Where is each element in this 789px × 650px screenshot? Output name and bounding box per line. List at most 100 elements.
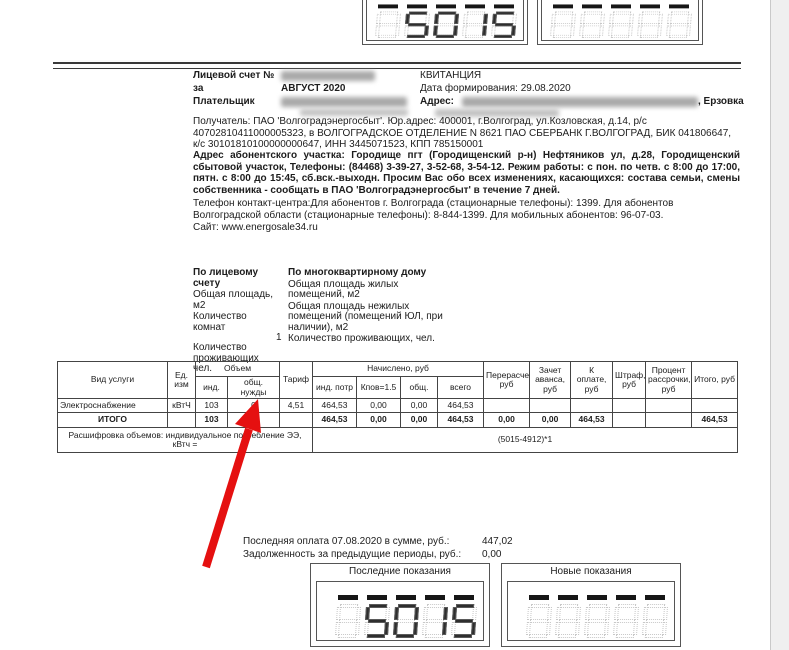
cell-installment	[645, 412, 693, 428]
col-accrued-group: Начислено, руб	[311, 361, 485, 377]
meter-dash	[436, 4, 456, 9]
period-value: АВГУСТ 2020	[281, 83, 346, 94]
cell-accrued-ind: 464,53	[312, 412, 357, 428]
col-accrued-ind: инд. потр	[312, 376, 357, 399]
payer-name-redacted	[281, 97, 407, 107]
cell-accrued-ind: 464,53	[312, 398, 357, 413]
meter-outer-frame	[537, 0, 703, 45]
last-readings-meter: Последние показания	[310, 563, 490, 647]
col-advance: Зачет аванса, руб	[529, 361, 572, 399]
cell-service: ИТОГО	[57, 412, 168, 428]
cell-recalc: 0,00	[483, 412, 531, 428]
cell-accrued-common: 0,00	[400, 412, 438, 428]
meter-digit-slot	[433, 4, 459, 38]
meter-dash	[587, 595, 607, 600]
cell-installment	[645, 398, 693, 413]
col-accrued-total: всего	[436, 376, 485, 399]
cell-fine	[612, 412, 647, 428]
cell-volume-ind: 103	[195, 398, 228, 413]
cell-accrued-k: 0,00	[356, 412, 401, 428]
meter-digit-slot	[584, 595, 610, 638]
cell-accrued-total: 464,53	[436, 412, 485, 428]
living-area-label: Общая площадь жилых помещений, м2	[288, 278, 399, 300]
col-volume-ind: инд.	[195, 376, 228, 399]
last-payment-label: Последняя оплата 07.08.2020 в сумме, руб…	[243, 536, 450, 547]
rooms-label: Количество комнат	[193, 311, 247, 333]
previous-last-readings-meter	[362, 0, 528, 46]
volumes-note-label: Расшифровка объемов: индивидуальное потр…	[57, 427, 313, 453]
address-label: Адрес:	[420, 96, 454, 107]
personal-account-column: По лицевому счету Общая площадь, м2 Коли…	[193, 267, 277, 376]
previous-page-meters-cutoff	[0, 0, 770, 46]
address-suffix: , Ерзовка	[698, 96, 744, 107]
table-row-electricity: Электроснабжение кВтЧ 103 0 4,51 464,53 …	[57, 398, 739, 413]
meter-digit-slot	[404, 4, 430, 38]
meter-outer-frame	[362, 0, 528, 45]
account-number-label: Лицевой счет №	[193, 70, 275, 81]
meter-digit-slot	[579, 4, 605, 38]
address-redacted	[462, 97, 698, 107]
col-to-pay: К оплате, руб	[570, 361, 614, 399]
payer-label: Плательщик	[193, 96, 255, 107]
cell-volume-common: 0	[227, 412, 280, 428]
cell-total	[691, 398, 739, 413]
meter-dash	[645, 595, 665, 600]
meter-dash	[378, 4, 398, 9]
meter-dash	[454, 595, 474, 600]
col-tariff: Тариф	[279, 361, 313, 399]
meter-digits	[375, 4, 517, 38]
cell-fine	[612, 398, 647, 413]
recipient-paragraph: Получатель: ПАО 'Волгоградэнергосбыт'. Ю…	[193, 116, 732, 150]
meter-digit-slot	[642, 595, 668, 638]
meter-display	[507, 581, 675, 641]
cell-advance	[529, 398, 572, 413]
cell-advance: 0,00	[529, 412, 572, 428]
last-readings-title: Последние показания	[349, 566, 451, 577]
meter-digit-slot	[335, 595, 361, 638]
meter-display	[316, 581, 484, 641]
meter-dash	[367, 595, 387, 600]
apartment-building-title: По многоквартирному дому	[288, 267, 427, 278]
debt-label: Задолженность за предыдущие периоды, руб…	[243, 549, 462, 560]
cell-volume-ind: 103	[195, 412, 228, 428]
cell-tariff: 4,51	[279, 398, 313, 413]
cell-to-pay	[570, 398, 614, 413]
meter-digits	[550, 4, 692, 38]
meter-display	[541, 0, 699, 41]
meter-digit-slot	[666, 4, 692, 38]
meter-digit-slot	[462, 4, 488, 38]
meter-dash	[582, 4, 602, 9]
col-installment: Процент рассрочки, руб	[645, 361, 693, 399]
meter-dash	[407, 4, 427, 9]
meter-digit-slot	[526, 595, 552, 638]
meter-digit-slot	[364, 595, 390, 638]
meter-digit-slot	[375, 4, 401, 38]
meter-dash	[553, 4, 573, 9]
meter-digit-slot	[451, 595, 477, 638]
col-volume-common: общ. нужды	[227, 376, 280, 399]
cell-accrued-total: 464,53	[436, 398, 485, 413]
meter-digit-slot	[637, 4, 663, 38]
receipt-title: КВИТАНЦИЯ	[420, 70, 482, 81]
table-row-total: ИТОГО 103 0 464,53 0,00 0,00 464,53 0,00…	[57, 412, 739, 428]
debt-value: 0,00	[482, 549, 502, 560]
meter-display	[366, 0, 524, 41]
col-total: Итого, руб	[691, 361, 739, 399]
col-unit: Ед. изм	[167, 361, 196, 399]
meter-dash	[529, 595, 549, 600]
account-number-redacted	[281, 71, 375, 81]
contact-paragraph: Телефон контакт-центра:Для абонентов г. …	[193, 198, 674, 221]
apartment-building-column: По многоквартирному дому Общая площадь ж…	[288, 267, 456, 346]
cell-to-pay: 464,53	[570, 412, 614, 428]
cell-tariff	[279, 412, 313, 428]
meter-digit-slot	[613, 595, 639, 638]
scrollbar-track[interactable]	[770, 0, 789, 650]
personal-account-title: По лицевому счету	[193, 267, 259, 289]
meter-digit-slot	[422, 595, 448, 638]
col-accrued-k: Кпов=1.5	[356, 376, 401, 399]
col-service: Вид услуги	[57, 361, 168, 399]
meter-dash	[669, 4, 689, 9]
meter-digit-slot	[608, 4, 634, 38]
meter-digit-slot	[555, 595, 581, 638]
